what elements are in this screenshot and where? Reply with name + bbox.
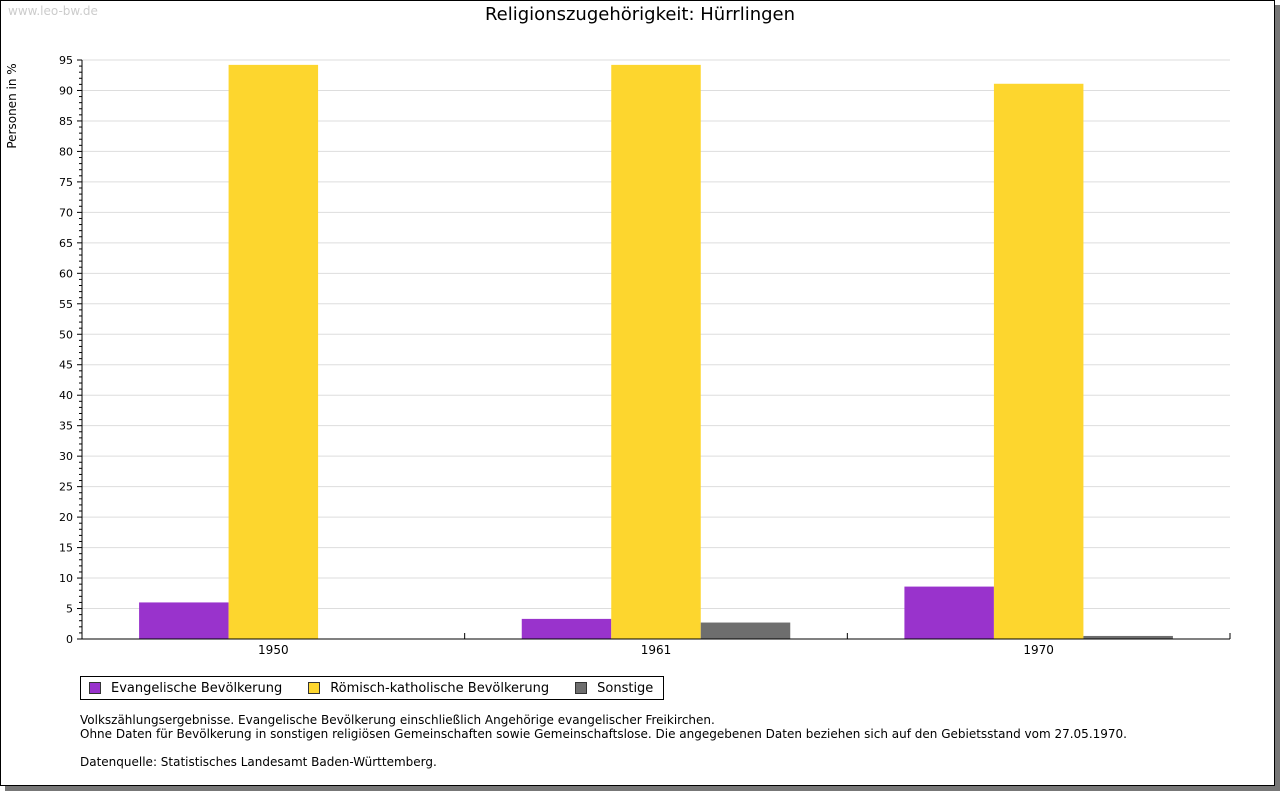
watermark: www.leo-bw.de: [8, 4, 98, 18]
legend-label: Römisch-katholische Bevölkerung: [330, 680, 550, 696]
legend-item: Römisch-katholische Bevölkerung: [308, 681, 549, 696]
y-axis-label: Personen in %: [5, 63, 19, 148]
y-tick-label: 90: [59, 84, 73, 97]
bar-1970-1: [993, 83, 1084, 639]
legend-swatch: [89, 682, 101, 694]
notes: Volkszählungsergebnisse. Evangelische Be…: [80, 713, 1127, 769]
legend-label: Sonstige: [597, 680, 654, 696]
y-tick-label: 20: [59, 511, 73, 524]
y-tick-label: 75: [59, 176, 73, 189]
legend-swatch: [308, 682, 321, 694]
y-tick-label: 95: [59, 54, 73, 67]
legend-item: Evangelische Bevölkerung: [89, 681, 282, 696]
y-tick-label: 0: [66, 633, 73, 646]
y-tick-label: 85: [59, 115, 73, 128]
bar-1970-0: [904, 586, 994, 639]
y-tick-label: 50: [59, 328, 73, 341]
legend-label: Evangelische Bevölkerung: [111, 680, 283, 696]
legend-swatch: [575, 682, 588, 694]
legend: Evangelische Bevölkerung Römisch-katholis…: [80, 676, 665, 700]
x-tick-label: 1950: [258, 643, 289, 657]
y-tick-label: 80: [59, 145, 73, 158]
note-line: [80, 741, 1127, 755]
note-line: Volkszählungsergebnisse. Evangelische Be…: [80, 713, 715, 727]
y-tick-label: 45: [59, 359, 73, 372]
y-tick-label: 10: [59, 572, 73, 585]
y-tick-label: 15: [59, 542, 73, 555]
y-tick-label: 5: [66, 603, 73, 616]
chart-title: Religionszugehörigkeit: Hürrlingen: [484, 4, 796, 25]
y-tick-label: 70: [59, 206, 73, 219]
y-tick-label: 55: [59, 298, 73, 311]
x-tick-label: 1961: [641, 643, 672, 657]
y-tick-label: 60: [59, 267, 73, 280]
y-tick-label: 25: [59, 481, 73, 494]
bar-1961-2: [700, 622, 791, 639]
legend-item: Sonstige: [575, 681, 653, 696]
bar-1961-0: [521, 618, 612, 639]
y-tick-label: 40: [59, 389, 73, 402]
bar-1961-1: [611, 64, 701, 639]
x-tick-label: 1970: [1023, 643, 1054, 657]
note-line: Datenquelle: Statistisches Landesamt Bad…: [80, 755, 437, 769]
y-tick-label: 30: [59, 450, 73, 463]
y-tick-label: 65: [59, 237, 73, 250]
bar-1950-0: [139, 602, 229, 639]
note-line: Ohne Daten für Bevölkerung in sonstigen …: [80, 727, 1127, 741]
y-tick-label: 35: [59, 420, 73, 433]
bar-1950-1: [228, 64, 319, 639]
bar-1970-2: [1083, 635, 1173, 639]
